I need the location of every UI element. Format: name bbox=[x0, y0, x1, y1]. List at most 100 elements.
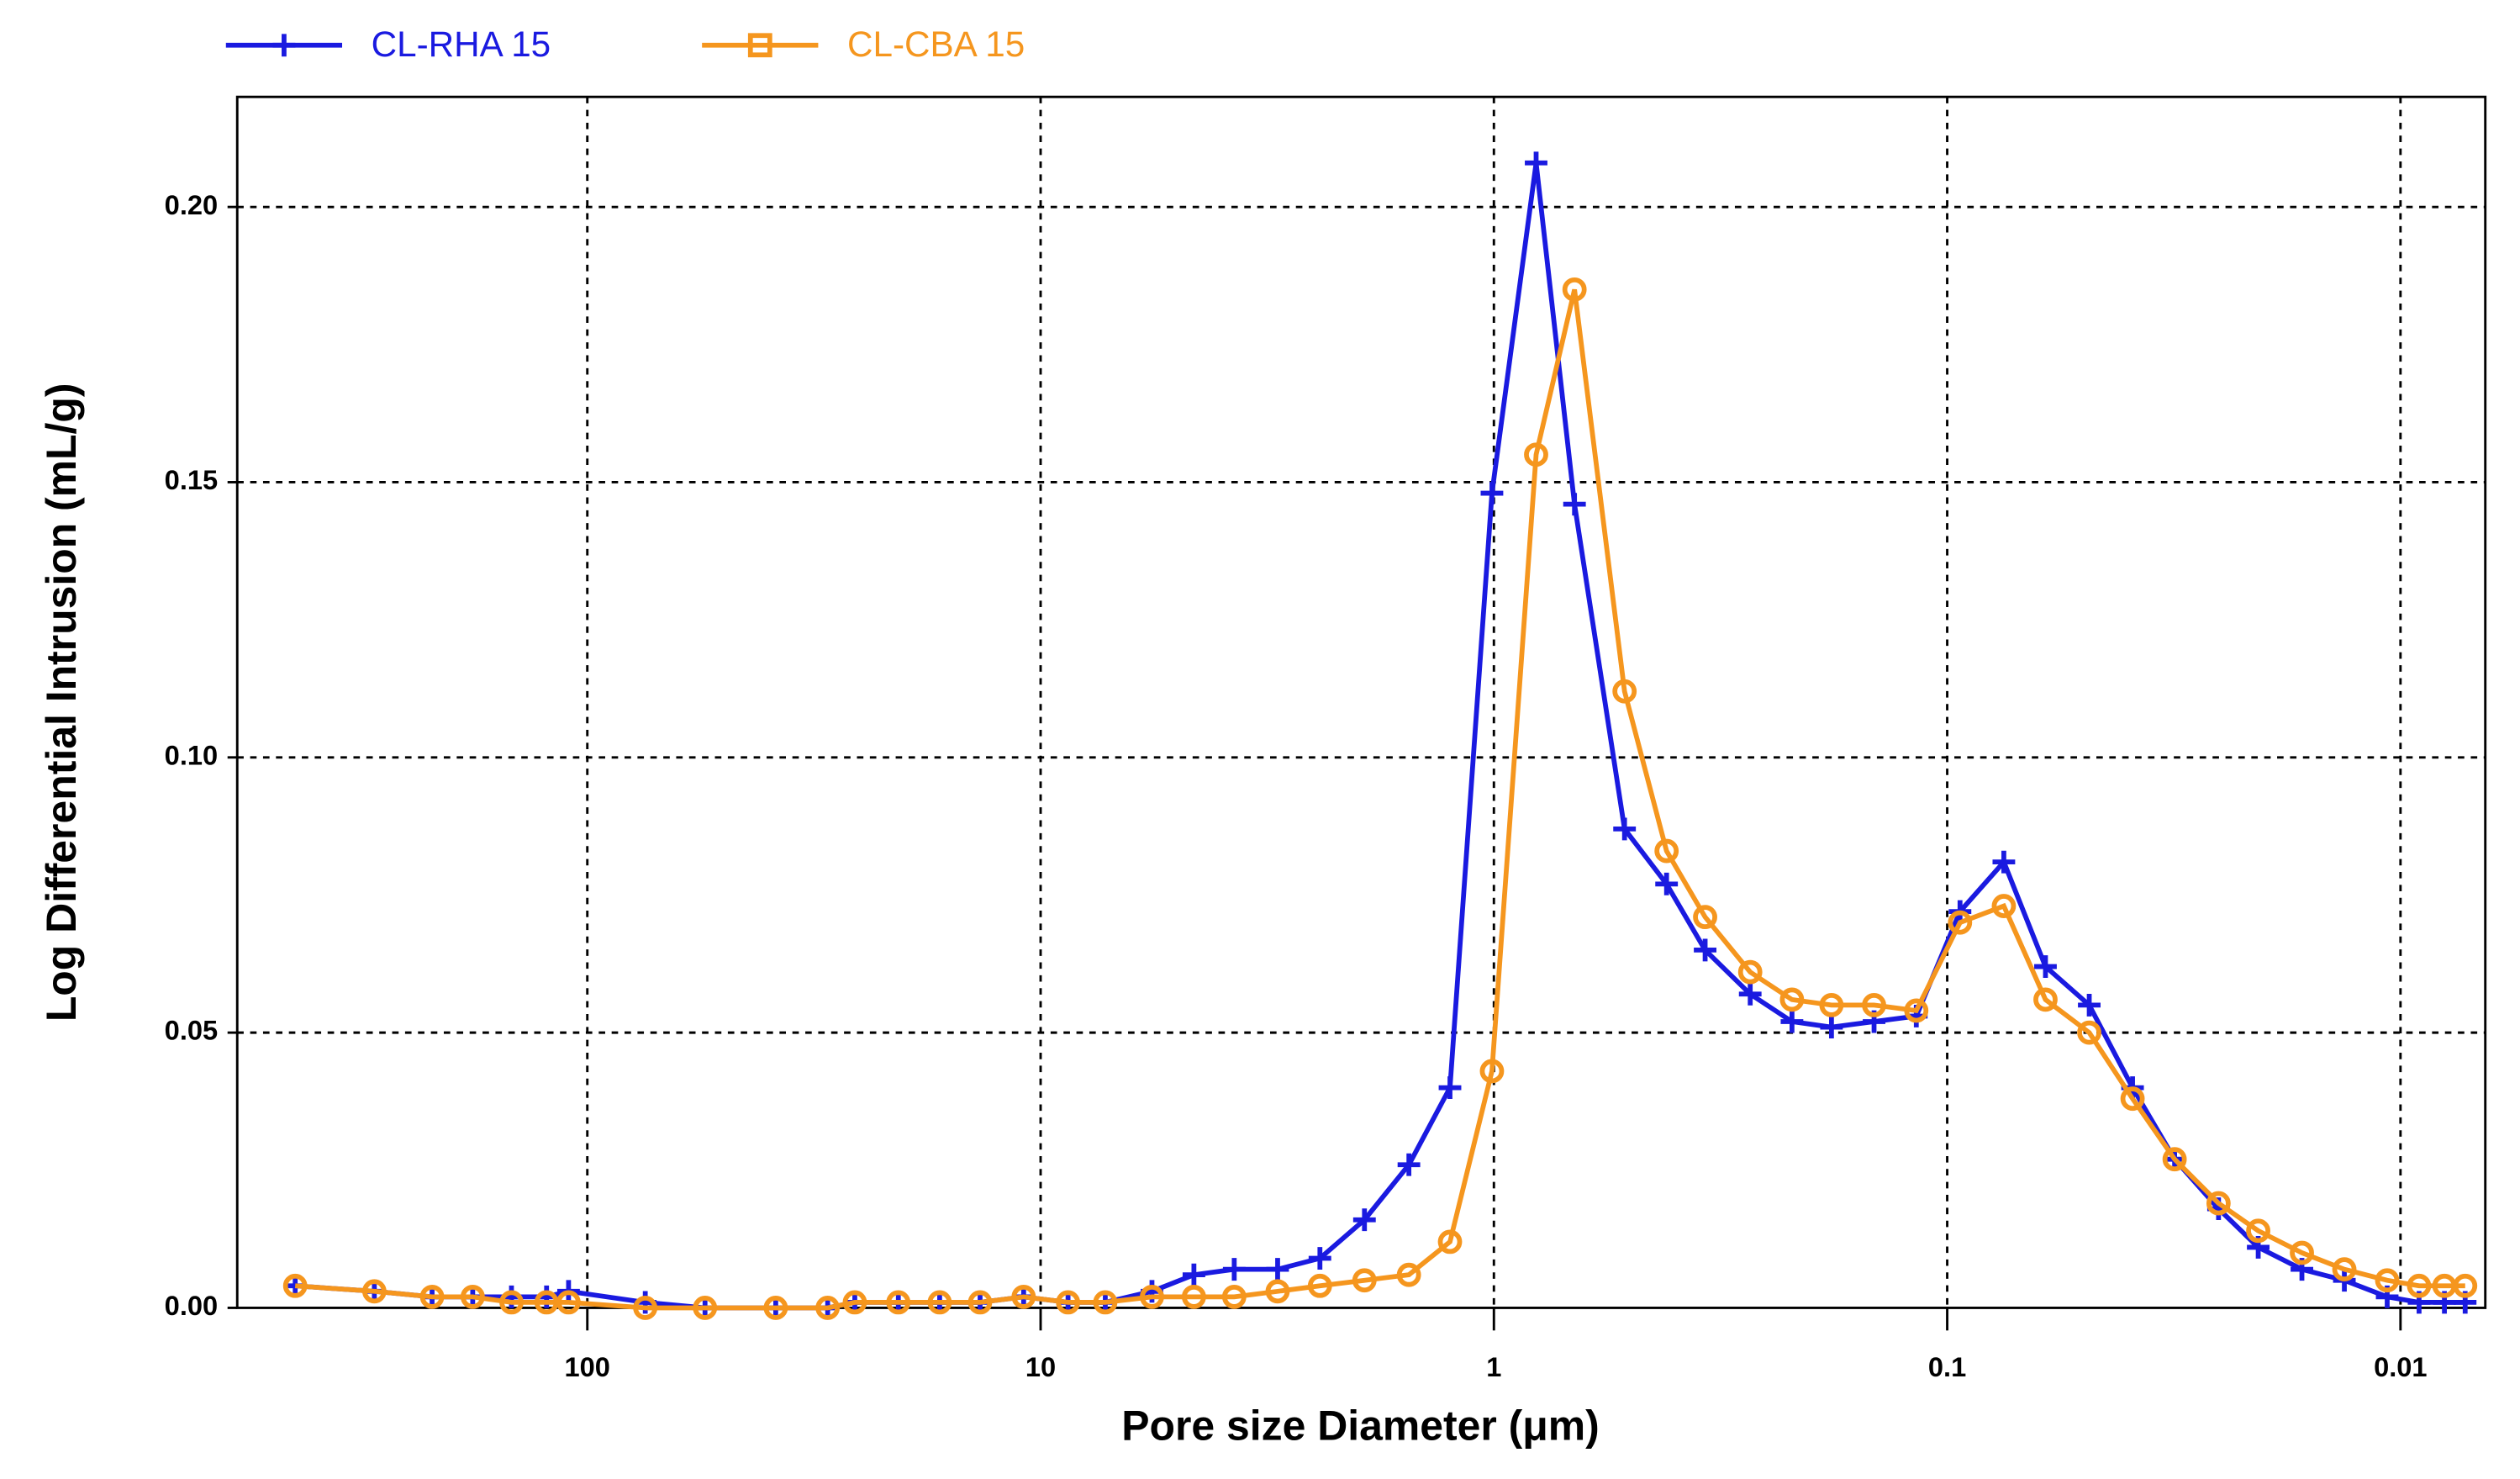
legend-label: CL-CBA 15 bbox=[847, 24, 1025, 64]
data-point bbox=[1397, 1153, 1421, 1176]
data-point bbox=[1524, 442, 1548, 467]
data-point bbox=[2033, 987, 2058, 1012]
marker-shape bbox=[2034, 955, 2057, 979]
data-point bbox=[419, 1284, 445, 1309]
marker-shape bbox=[1352, 1208, 1376, 1232]
marker-shape bbox=[1182, 1263, 1205, 1286]
data-point bbox=[1093, 1290, 1118, 1315]
data-point bbox=[460, 1284, 485, 1309]
data-point bbox=[2290, 1240, 2314, 1265]
data-point bbox=[1563, 493, 1586, 516]
y-tick-label: 0.00 bbox=[165, 1290, 218, 1321]
marker-shape bbox=[1397, 1153, 1421, 1176]
data-point bbox=[534, 1290, 559, 1315]
data-point bbox=[763, 1296, 788, 1320]
data-point bbox=[1525, 151, 1547, 175]
data-point bbox=[1352, 1268, 1377, 1293]
data-point bbox=[886, 1290, 911, 1315]
data-point bbox=[282, 1273, 308, 1298]
data-point bbox=[2332, 1257, 2357, 1282]
data-point bbox=[2034, 955, 2057, 979]
data-point bbox=[1562, 277, 1587, 302]
data-point bbox=[2078, 993, 2101, 1017]
y-tick-label: 0.05 bbox=[165, 1015, 218, 1046]
data-point bbox=[1181, 1284, 1206, 1309]
x-tick-label: 0.01 bbox=[2374, 1351, 2427, 1382]
x-tick-label: 10 bbox=[1025, 1351, 1056, 1382]
data-point bbox=[1780, 1010, 1804, 1033]
data-point bbox=[1221, 1284, 1247, 1309]
data-point bbox=[1693, 905, 1717, 930]
x-tick-label: 1 bbox=[1486, 1351, 1501, 1382]
data-point bbox=[815, 1296, 841, 1320]
data-point bbox=[1820, 1016, 1843, 1039]
x-tick-label: 100 bbox=[565, 1351, 610, 1382]
data-point bbox=[1222, 1258, 1246, 1281]
data-point bbox=[361, 1279, 387, 1304]
legend-label: CL-RHA 15 bbox=[372, 24, 551, 64]
data-point bbox=[1738, 982, 1762, 1006]
legend-item: CL-RHA 15 bbox=[225, 24, 551, 64]
data-point bbox=[1779, 987, 1805, 1012]
marker-shape bbox=[1992, 850, 2016, 874]
marker-shape bbox=[1525, 151, 1547, 175]
data-point bbox=[633, 1296, 658, 1320]
data-point bbox=[1011, 1284, 1036, 1309]
data-point bbox=[1654, 838, 1679, 864]
marker-shape bbox=[1820, 1016, 1843, 1039]
data-point bbox=[1266, 1258, 1289, 1281]
y-tick-label: 0.10 bbox=[165, 739, 218, 770]
data-point bbox=[1308, 1247, 1331, 1270]
data-point bbox=[1479, 1059, 1505, 1084]
y-axis-title: Log Differential Intrusion (mL/g) bbox=[38, 383, 85, 1022]
data-point bbox=[747, 33, 772, 58]
x-axis-title: Pore size Diameter (μm) bbox=[1121, 1402, 1600, 1450]
data-point bbox=[272, 34, 296, 57]
data-point bbox=[2120, 1086, 2145, 1112]
data-point bbox=[2162, 1147, 2187, 1172]
data-point bbox=[1991, 894, 2017, 918]
data-point bbox=[2453, 1273, 2478, 1298]
data-point bbox=[1737, 959, 1763, 985]
data-point bbox=[1182, 1263, 1205, 1286]
marker-shape bbox=[1613, 817, 1637, 841]
data-point bbox=[1948, 910, 1973, 935]
data-point bbox=[1655, 872, 1679, 895]
data-point bbox=[2375, 1268, 2400, 1293]
y-tick-label: 0.15 bbox=[165, 464, 218, 495]
marker-shape bbox=[1655, 872, 1679, 895]
legend-item: CL-CBA 15 bbox=[702, 24, 1025, 64]
data-point bbox=[1612, 679, 1637, 704]
data-point bbox=[693, 1296, 718, 1320]
marker-shape bbox=[1563, 493, 1586, 516]
data-point bbox=[1396, 1262, 1421, 1287]
data-point bbox=[1056, 1290, 1081, 1315]
data-point bbox=[1265, 1279, 1290, 1304]
data-point bbox=[1352, 1208, 1376, 1232]
data-point bbox=[1819, 992, 1844, 1017]
marker-shape bbox=[1780, 1010, 1804, 1033]
data-point bbox=[499, 1290, 524, 1315]
data-point bbox=[1437, 1229, 1463, 1255]
data-point bbox=[2077, 1020, 2101, 1045]
data-point bbox=[2246, 1218, 2270, 1244]
data-point bbox=[927, 1290, 952, 1315]
marker-shape bbox=[272, 34, 296, 57]
x-tick-label: 0.1 bbox=[1928, 1351, 1966, 1382]
data-point bbox=[1904, 998, 1929, 1023]
data-point bbox=[1438, 1076, 1462, 1100]
marker-shape bbox=[2078, 993, 2101, 1017]
marker-shape bbox=[1308, 1247, 1331, 1270]
data-point bbox=[967, 1290, 993, 1315]
data-point bbox=[842, 1290, 867, 1315]
data-point bbox=[1480, 482, 1504, 505]
marker-shape bbox=[1738, 982, 1762, 1006]
marker-shape bbox=[1694, 938, 1716, 962]
data-point bbox=[2206, 1191, 2231, 1216]
data-point bbox=[2407, 1273, 2432, 1298]
data-point bbox=[1140, 1284, 1164, 1309]
data-point bbox=[556, 1290, 581, 1315]
marker-shape bbox=[1266, 1258, 1289, 1281]
